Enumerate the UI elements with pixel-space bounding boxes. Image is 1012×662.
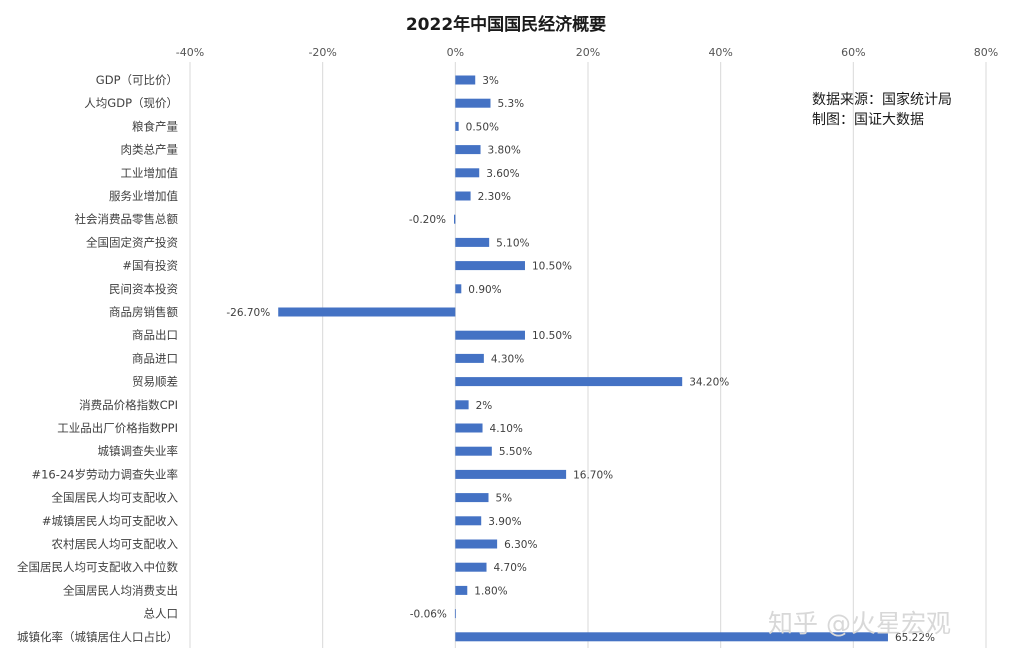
x-tick-label: 80%: [974, 46, 998, 59]
data-label: 3%: [482, 75, 499, 87]
data-label: -26.70%: [226, 307, 270, 319]
category-label: #城镇居民人均可支配收入: [42, 514, 179, 528]
category-label: 城镇化率（城镇居住人口占比）: [17, 630, 178, 644]
bar: [455, 516, 482, 526]
x-tick-label: 60%: [841, 46, 865, 59]
category-label: 工业品出厂价格指数PPI: [57, 421, 178, 435]
data-label: 3.80%: [488, 145, 521, 157]
category-label: 工业增加值: [121, 166, 179, 180]
data-label: 65.22%: [895, 632, 935, 644]
category-label: 贸易顺差: [132, 375, 178, 389]
data-label: 4.70%: [494, 562, 527, 574]
bar: [455, 191, 471, 201]
data-label: 4.10%: [490, 423, 523, 435]
category-label: 服务业增加值: [109, 189, 178, 203]
bar: [455, 168, 480, 178]
category-label: 全国固定资产投资: [86, 235, 178, 249]
data-label: -0.20%: [409, 214, 446, 226]
bar: [455, 539, 498, 549]
category-label: 总人口: [144, 607, 179, 621]
bar: [455, 423, 483, 433]
watermark: 知乎 @火星宏观: [768, 609, 951, 638]
data-label: -0.06%: [410, 609, 447, 621]
data-label: 4.30%: [491, 353, 524, 365]
bar: [455, 75, 476, 85]
x-tick-label: -20%: [308, 46, 336, 59]
bar: [455, 98, 491, 108]
bar: [454, 214, 456, 224]
category-label: 农村居民人均可支配收入: [52, 537, 179, 551]
bars: [278, 75, 888, 642]
data-labels: 3%5.3%0.50%3.80%3.60%2.30%-0.20%5.10%10.…: [226, 75, 935, 644]
bar: [455, 493, 489, 503]
category-label: 全国居民人均可支配收入中位数: [17, 560, 178, 574]
x-tick-label: 20%: [576, 46, 600, 59]
bar: [455, 585, 468, 595]
category-label: 肉类总产量: [121, 143, 179, 157]
category-label: 人均GDP（现价）: [84, 96, 178, 110]
bar: [455, 446, 492, 456]
data-label: 10.50%: [532, 261, 572, 273]
category-label: #国有投资: [122, 259, 178, 273]
x-tick-label: 40%: [708, 46, 732, 59]
data-label: 3.60%: [486, 168, 519, 180]
annotation-credit: 制图：国证大数据: [812, 112, 924, 128]
bar: [455, 377, 683, 387]
data-label: 0.50%: [466, 121, 499, 133]
category-label: 民间资本投资: [109, 282, 178, 296]
bar: [455, 330, 525, 340]
category-label: 商品房销售额: [109, 305, 178, 319]
data-label: 34.20%: [689, 377, 729, 389]
category-label: 消费品价格指数CPI: [79, 398, 178, 412]
category-label: 城镇调查失业率: [98, 444, 179, 458]
data-label: 1.80%: [474, 585, 507, 597]
data-label: 2.30%: [478, 191, 511, 203]
bar: [455, 121, 459, 131]
category-label: 粮食产量: [132, 119, 178, 133]
bar: [455, 261, 525, 271]
category-label: 商品进口: [132, 351, 178, 365]
bar: [278, 307, 456, 317]
data-label: 5%: [496, 493, 513, 505]
category-label: 全国居民人均可支配收入: [52, 491, 179, 505]
bar: [455, 562, 487, 572]
category-labels: GDP（可比价） 人均GDP（现价） 粮食产量肉类总产量工业增加值服务业增加值社会消…: [17, 73, 178, 644]
bar: [455, 237, 490, 247]
data-label: 10.50%: [532, 330, 572, 342]
annotation-source: 数据来源：国家统计局: [812, 91, 952, 108]
bar: [455, 284, 462, 294]
category-label: 社会消费品零售总额: [75, 212, 179, 226]
data-label: 0.90%: [468, 284, 501, 296]
category-label: 商品出口: [132, 328, 178, 342]
bar: [455, 353, 484, 363]
chart-title: 2022年中国国民经济概要: [406, 14, 606, 35]
category-label: 全国居民人均消费支出: [63, 583, 178, 597]
data-label: 16.70%: [573, 469, 613, 481]
data-label: 5.50%: [499, 446, 532, 458]
x-tick-label: -40%: [176, 46, 204, 59]
x-axis-ticks: -40% -20% 0% 20% 40% 60% 80%: [176, 46, 998, 59]
bar: [454, 609, 456, 619]
data-label: 5.3%: [497, 98, 524, 110]
bar: [455, 145, 481, 155]
category-label: GDP（可比价）: [96, 73, 178, 87]
bar: [455, 400, 469, 410]
data-label: 2%: [476, 400, 493, 412]
category-label: #16-24岁劳动力调查失业率: [31, 467, 178, 481]
bar: [455, 632, 888, 642]
bar: [455, 469, 567, 479]
data-label: 3.90%: [488, 516, 521, 528]
data-label: 6.30%: [504, 539, 537, 551]
data-label: 5.10%: [496, 237, 529, 249]
x-tick-label: 0%: [447, 46, 464, 59]
